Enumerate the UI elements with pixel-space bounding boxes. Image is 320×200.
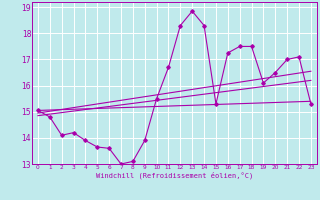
X-axis label: Windchill (Refroidissement éolien,°C): Windchill (Refroidissement éolien,°C)	[96, 171, 253, 179]
